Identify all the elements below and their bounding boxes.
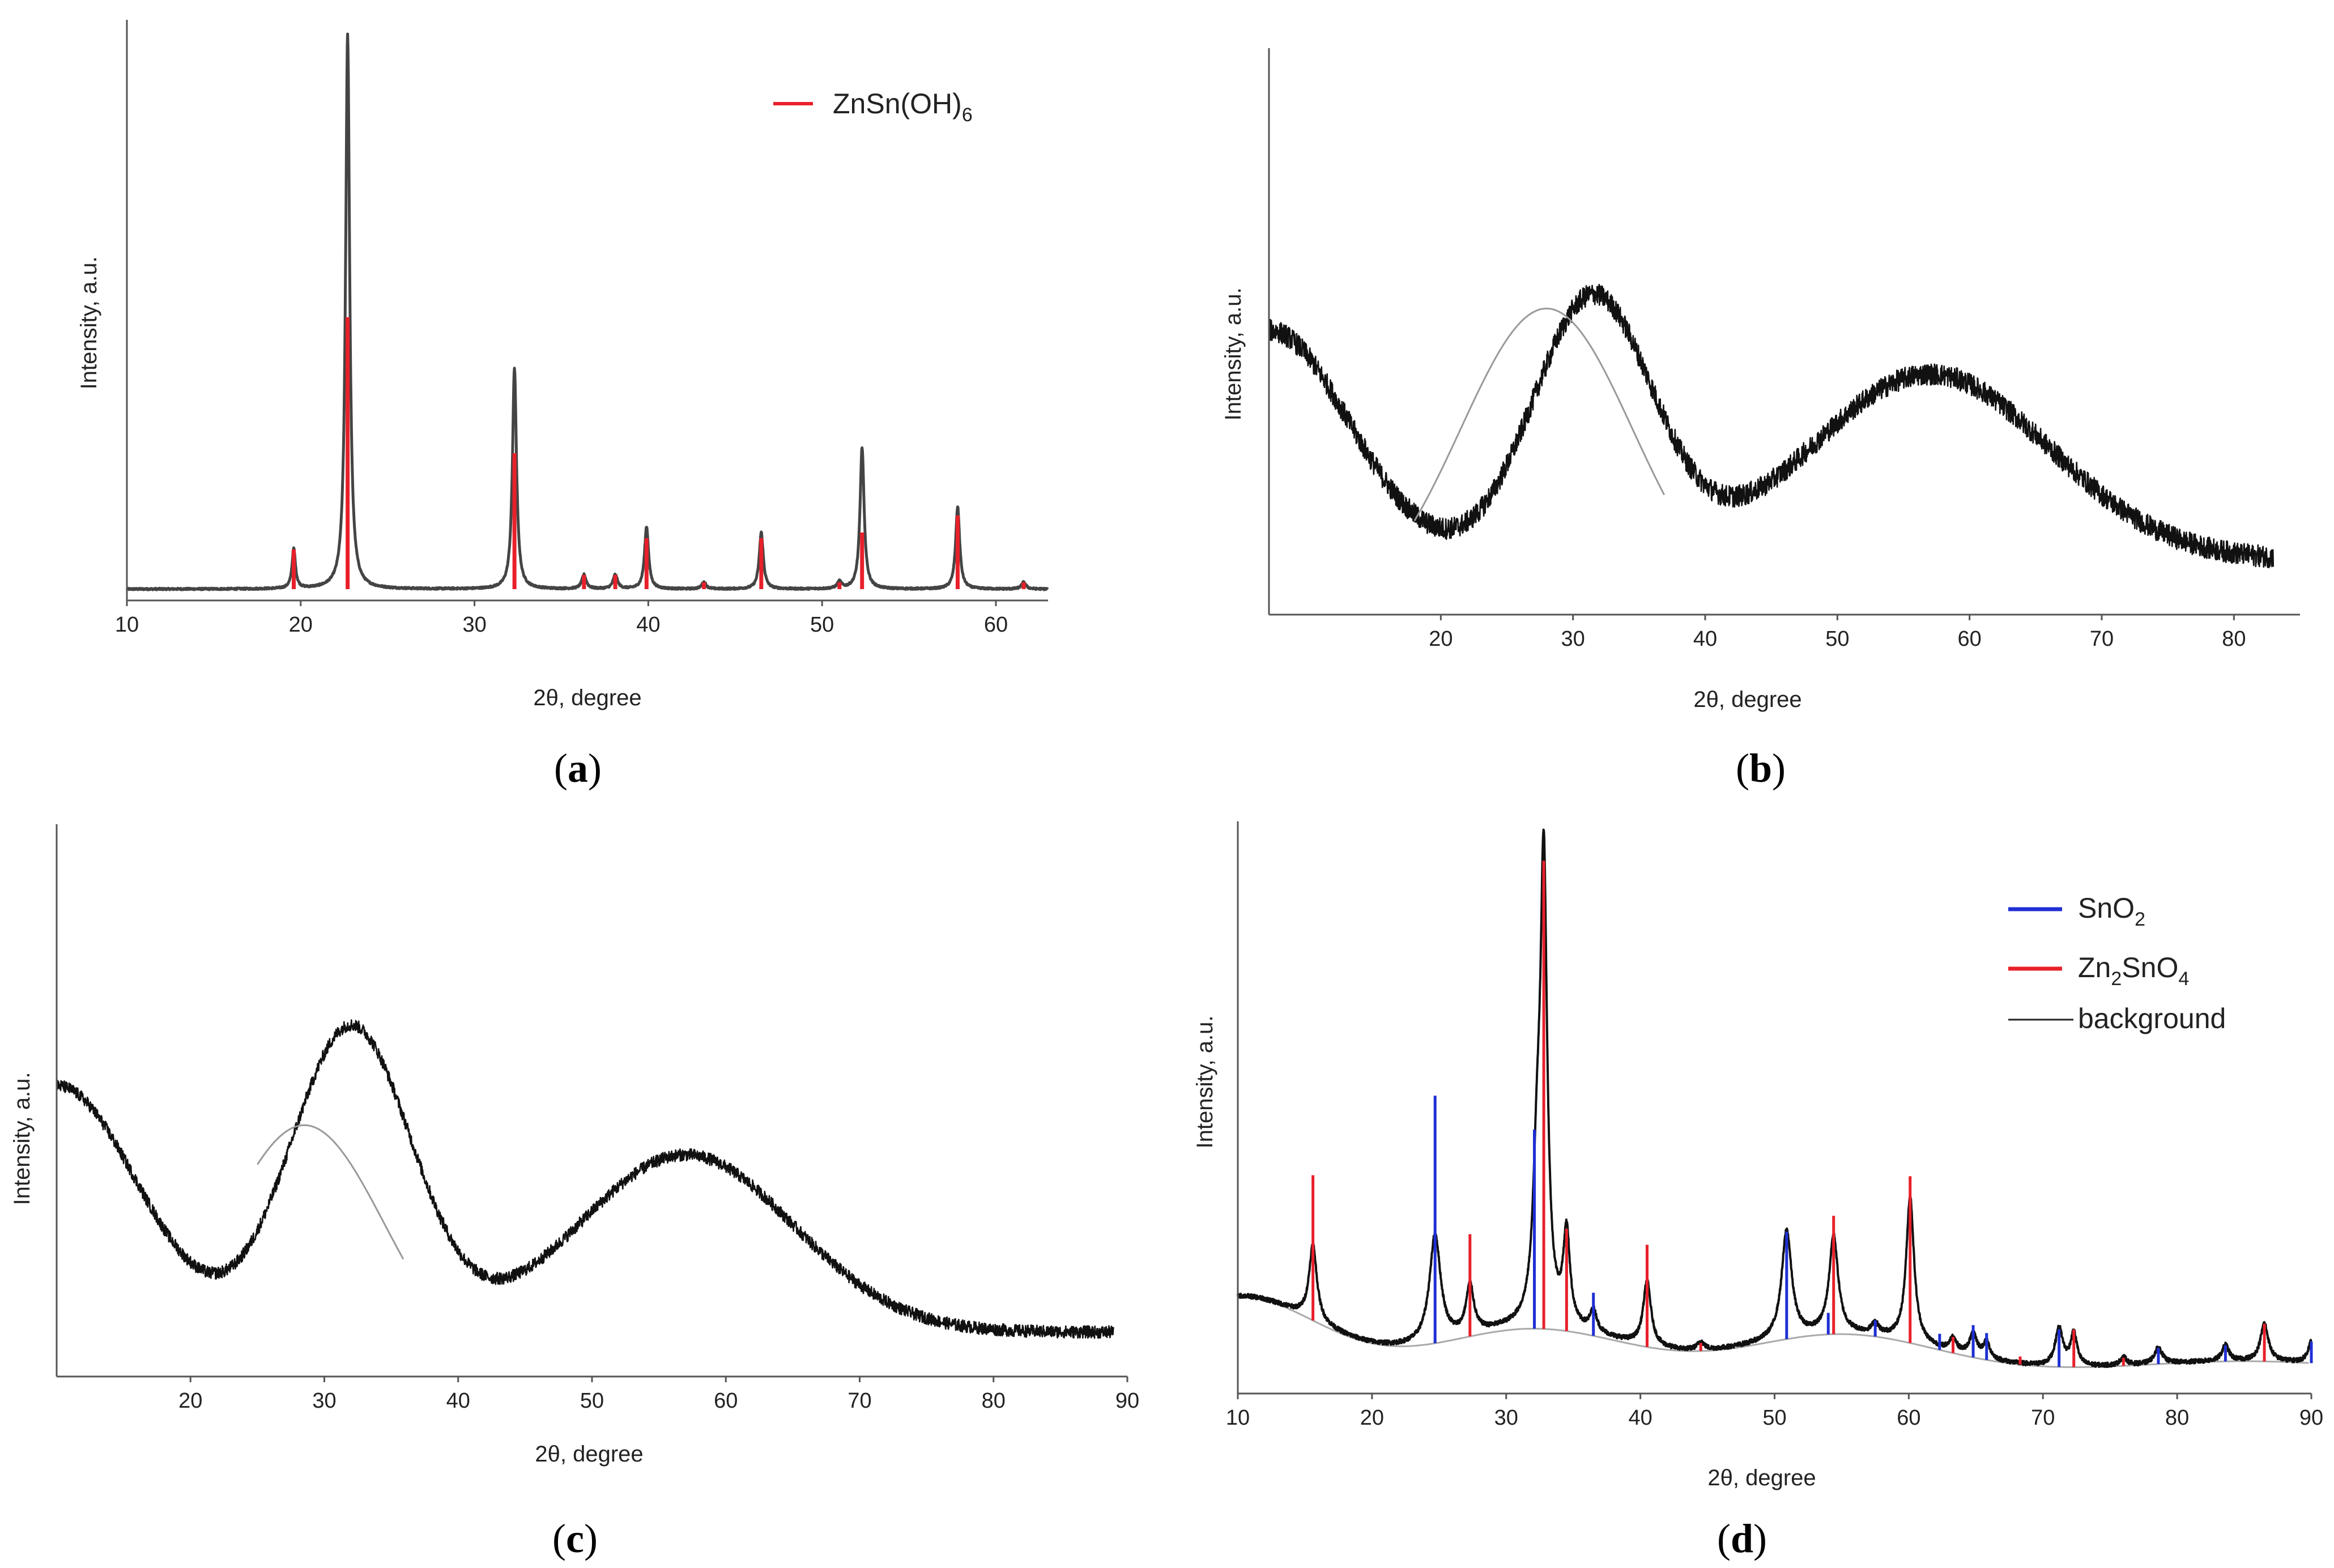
x-tick-label: 50 bbox=[810, 613, 834, 637]
panel-a: 10 20 30 40 50 60 2θ, degree Intensity, a.u. … bbox=[76, 20, 1049, 791]
panel-b-plot bbox=[1268, 284, 2275, 569]
x-tick-label: 30 bbox=[1561, 627, 1585, 651]
x-tick-label: 30 bbox=[312, 1389, 336, 1413]
panel-a-y-label: Intensity, a.u. bbox=[76, 257, 101, 390]
panel-b-x-ticks: 20 30 40 50 60 70 80 bbox=[1429, 615, 2246, 651]
panel-d-caption: (d) bbox=[1717, 1516, 1767, 1561]
x-tick-label: 20 bbox=[1429, 627, 1453, 651]
panel-b-letter: b bbox=[1749, 745, 1772, 791]
background-curve bbox=[1238, 1296, 2309, 1368]
measured-pattern-line bbox=[1237, 828, 2312, 1368]
x-tick-label: 40 bbox=[446, 1389, 470, 1413]
x-tick-label: 60 bbox=[1958, 627, 1982, 651]
panel-d-plot bbox=[1237, 828, 2313, 1368]
x-tick-label: 50 bbox=[1762, 1406, 1786, 1430]
panel-a-letter: a bbox=[568, 745, 588, 791]
x-tick-label: 50 bbox=[580, 1389, 604, 1413]
panel-b-caption: (b) bbox=[1736, 745, 1786, 791]
legend-name-2: SnO bbox=[2122, 952, 2178, 983]
legend-name: ZnSn(OH) bbox=[833, 88, 962, 120]
x-tick-label: 60 bbox=[1897, 1406, 1920, 1430]
x-tick-label: 30 bbox=[462, 613, 486, 637]
x-tick-label: 70 bbox=[2031, 1406, 2055, 1430]
panel-d-legend: SnO2 Zn2SnO4 background bbox=[2008, 892, 2226, 1034]
measured-pattern-line bbox=[56, 1019, 1115, 1339]
amorphous-background-curve bbox=[257, 1124, 404, 1260]
panel-a-plot bbox=[125, 32, 1049, 591]
amorphous-background-curve bbox=[1413, 308, 1666, 522]
panel-d-legend-label-tin-oxide: SnO2 bbox=[2078, 892, 2145, 930]
x-tick-label: 40 bbox=[1693, 627, 1717, 651]
x-tick-label: 20 bbox=[178, 1389, 202, 1413]
x-tick-label: 70 bbox=[847, 1389, 871, 1413]
x-tick-label: 10 bbox=[1226, 1406, 1250, 1430]
panel-d: 10 20 30 40 50 60 70 80 90 2θ, degree Intensity,… bbox=[1192, 821, 2323, 1561]
x-tick-label: 30 bbox=[1494, 1406, 1518, 1430]
measured-pattern-line bbox=[125, 32, 1049, 591]
panel-c-letter: c bbox=[566, 1516, 584, 1561]
panel-d-x-label: 2θ, degree bbox=[1707, 1465, 1816, 1490]
x-tick-label: 40 bbox=[1628, 1406, 1652, 1430]
panel-a-legend-label-zinc-hydroxystannate: ZnSn(OH)6 bbox=[833, 88, 973, 126]
panel-a-x-ticks: 10 20 30 40 50 60 bbox=[115, 600, 1008, 637]
x-tick-label: 60 bbox=[984, 613, 1008, 637]
x-tick-label: 80 bbox=[982, 1389, 1006, 1413]
x-tick-label: 70 bbox=[2090, 627, 2114, 651]
legend-subscript-2: 4 bbox=[2178, 968, 2189, 990]
panel-c-x-ticks: 20 30 40 50 60 70 80 90 bbox=[178, 1377, 1139, 1413]
x-tick-label: 20 bbox=[1360, 1406, 1384, 1430]
panel-a-legend: ZnSn(OH)6 bbox=[773, 88, 973, 126]
x-tick-label: 90 bbox=[2299, 1406, 2323, 1430]
panel-b: 20 30 40 50 60 70 80 2θ, degree Intensity, a.u… bbox=[1221, 48, 2300, 791]
panel-d-x-ticks: 10 20 30 40 50 60 70 80 90 bbox=[1226, 1394, 2323, 1430]
measured-pattern-line bbox=[1268, 284, 2275, 569]
legend-subscript: 2 bbox=[2111, 968, 2122, 990]
x-tick-label: 20 bbox=[289, 613, 313, 637]
legend-subscript: 2 bbox=[2135, 909, 2145, 930]
panel-a-caption: (a) bbox=[554, 745, 602, 791]
x-tick-label: 10 bbox=[115, 613, 139, 637]
x-tick-label: 80 bbox=[2165, 1406, 2189, 1430]
x-tick-label: 40 bbox=[636, 613, 660, 637]
panel-b-y-label: Intensity, a.u. bbox=[1221, 288, 1246, 421]
panel-c-caption: (c) bbox=[552, 1516, 598, 1561]
x-tick-label: 80 bbox=[2222, 627, 2246, 651]
panel-d-letter: d bbox=[1731, 1516, 1753, 1561]
panel-c-plot bbox=[56, 1019, 1115, 1339]
legend-name: Zn bbox=[2078, 952, 2111, 983]
legend-name: SnO bbox=[2078, 892, 2135, 924]
x-tick-label: 50 bbox=[1825, 627, 1849, 651]
panel-d-legend-label-zinc-stannate: Zn2SnO4 bbox=[2078, 952, 2189, 990]
legend-subscript: 6 bbox=[962, 104, 973, 126]
panel-d-legend-label-background: background bbox=[2078, 1003, 2226, 1034]
panel-a-x-label: 2θ, degree bbox=[533, 685, 641, 710]
x-tick-label: 90 bbox=[1115, 1389, 1139, 1413]
panel-c-y-label: Intensity, a.u. bbox=[10, 1072, 35, 1205]
panel-d-y-label: Intensity, a.u. bbox=[1192, 1016, 1217, 1149]
x-tick-label: 60 bbox=[714, 1389, 738, 1413]
panel-b-x-label: 2θ, degree bbox=[1693, 687, 1801, 712]
panel-c: 20 30 40 50 60 70 80 90 2θ, degree Intensity, a… bbox=[10, 824, 1139, 1561]
panel-c-x-label: 2θ, degree bbox=[535, 1442, 643, 1467]
